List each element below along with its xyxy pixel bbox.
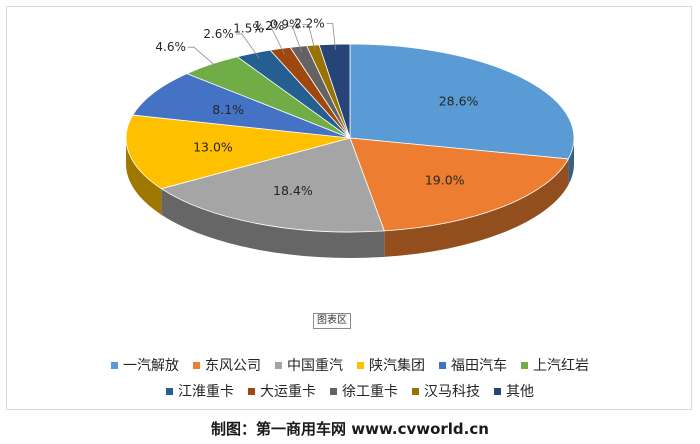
legend-swatch (330, 387, 337, 395)
legend-swatch (439, 361, 446, 369)
legend-swatch (111, 361, 118, 369)
pie-slice-1 (349, 137, 570, 232)
leader-line-6 (235, 33, 260, 59)
legend-label: 其他 (506, 384, 534, 400)
pie-slice-3 (125, 114, 351, 190)
legend-label: 中国重汽 (287, 358, 343, 374)
legend-label: 福田汽车 (451, 358, 507, 374)
legend-swatch (275, 361, 282, 369)
legend-item: 汉马科技 (412, 381, 480, 401)
data-label-4: 8.1% (212, 102, 244, 117)
legend-swatch (166, 387, 173, 395)
pie-side-3 (126, 138, 162, 215)
legend-item: 徐工重卡 (330, 381, 398, 401)
pie-side-1 (384, 158, 569, 257)
legend-swatch (521, 361, 528, 369)
data-label-1: 19.0% (425, 173, 465, 188)
data-label-10: 2.2% (294, 16, 325, 30)
leader-line-9 (302, 24, 316, 51)
legend-item: 中国重汽 (275, 355, 343, 375)
legend-label: 江淮重卡 (178, 384, 234, 400)
legend-swatch (193, 361, 200, 369)
data-label-5: 4.6% (155, 40, 186, 54)
legend-row: 江淮重卡 大运重卡 徐工重卡 汉马科技 其他 (0, 378, 700, 404)
legend-label: 大运重卡 (260, 384, 316, 400)
data-label-2: 18.4% (273, 183, 313, 198)
leader-line-10 (326, 22, 336, 50)
pie-slices (125, 43, 575, 233)
legend-label: 汉马科技 (424, 384, 480, 400)
leader-line-7 (265, 28, 285, 55)
legend-swatch (412, 387, 419, 395)
data-label-7: 1.5% (233, 22, 264, 36)
pie-data-labels: 28.6% 19.0% 18.4% 13.0% 8.1% 4.6% 2.6% 1.5%1.2%… (155, 16, 478, 198)
leader-line-5 (187, 46, 220, 70)
legend-item: 其他 (494, 381, 534, 401)
footer-credit: 制图：第一商用车网 www.cvworld.cn (211, 420, 489, 438)
pie-side-2 (161, 188, 385, 258)
legend-label: 东风公司 (205, 358, 261, 374)
legend-swatch (494, 387, 501, 395)
legend-label: 陕汽集团 (369, 358, 425, 374)
pie-slice-2 (160, 137, 385, 233)
legend-item: 东风公司 (193, 355, 261, 375)
chart-area: 28.6% 19.0% 18.4% 13.0% 8.1% 4.6% 2.6% 1.5% 1.2%… (6, 6, 692, 410)
legend-item: 大运重卡 (248, 381, 316, 401)
data-label-6: 2.6% (203, 27, 234, 41)
legend-swatch (357, 361, 364, 369)
legend-swatch (248, 387, 255, 395)
leader-line-8 (286, 25, 302, 53)
chart-area-tooltip: 图表区 (313, 313, 351, 329)
pie-slice-4 (132, 73, 351, 139)
data-label-3: 13.0% (193, 139, 233, 154)
chart-legend: 一汽解放 东风公司 中国重汽 陕汽集团 福田汽车 上汽红岩 江淮重卡 大运重卡 徐工重卡 汉马科… (0, 352, 700, 404)
legend-item: 上汽红岩 (521, 355, 589, 375)
legend-item: 陕汽集团 (357, 355, 425, 375)
data-label-8: 1.2% (254, 19, 285, 33)
data-label-0: 28.6% (439, 94, 479, 109)
legend-item: 福田汽车 (439, 355, 507, 375)
legend-label: 徐工重卡 (342, 384, 398, 400)
legend-label: 上汽红岩 (533, 358, 589, 374)
legend-item: 江淮重卡 (166, 381, 234, 401)
pie-slice-0 (349, 43, 575, 160)
pie-chart: 28.6% 19.0% 18.4% 13.0% 8.1% 4.6% 2.6% 1.5%1.2%… (125, 16, 575, 258)
data-label-9: 0.9% (270, 18, 301, 32)
legend-label: 一汽解放 (123, 358, 179, 374)
legend-item: 一汽解放 (111, 355, 179, 375)
legend-row: 一汽解放 东风公司 中国重汽 陕汽集团 福田汽车 上汽红岩 (0, 352, 700, 378)
